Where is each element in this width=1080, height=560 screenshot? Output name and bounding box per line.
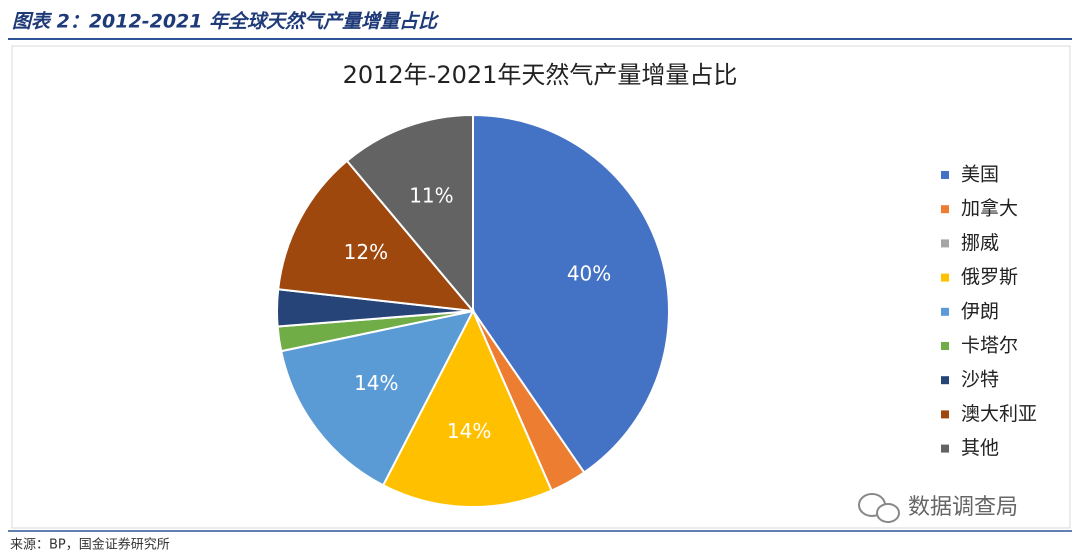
legend-label: 卡塔尔 — [961, 335, 1018, 357]
data-label: 11% — [409, 183, 453, 207]
legend-swatch — [941, 307, 949, 316]
data-label: 14% — [447, 419, 491, 443]
legend-swatch — [941, 205, 949, 214]
watermark-icon — [858, 493, 900, 523]
source: 来源：BP，国金证券研究所 — [10, 537, 170, 553]
legend-label: 沙特 — [961, 369, 999, 391]
legend-label: 伊朗 — [961, 300, 999, 322]
data-label: 40% — [567, 261, 611, 285]
chart-title: 2012年-2021年天然气产量增量占比 — [343, 61, 738, 89]
legend-label: 其他 — [961, 437, 999, 459]
watermark: 数据调查局 — [908, 495, 1018, 520]
legend-label: 俄罗斯 — [961, 266, 1018, 288]
pie-slice — [345, 113, 474, 314]
pie-slice — [472, 113, 670, 474]
legend-swatch — [941, 410, 949, 419]
legend-swatch — [941, 342, 949, 350]
header-title: 图表 2：2012-2021 年全球天然气产量增量占比 — [12, 11, 439, 33]
pie: 40% 14% 14% 12% 11% — [276, 113, 670, 508]
legend-label: 加拿大 — [961, 197, 1018, 220]
legend-label: 澳大利亚 — [961, 403, 1037, 425]
legend-swatch — [941, 171, 949, 179]
legend-label: 美国 — [961, 164, 999, 186]
legend-swatch — [941, 376, 949, 385]
legend-swatch — [941, 273, 949, 282]
pie-slice — [277, 159, 476, 313]
legend-label: 挪威 — [961, 232, 999, 254]
legend-swatch — [941, 239, 949, 248]
pie-slice — [381, 308, 553, 508]
pie-slice — [279, 309, 475, 487]
chart-frame — [11, 45, 1071, 529]
legend-swatch — [941, 444, 949, 453]
data-label: 14% — [354, 371, 398, 395]
data-label: 12% — [344, 240, 388, 264]
